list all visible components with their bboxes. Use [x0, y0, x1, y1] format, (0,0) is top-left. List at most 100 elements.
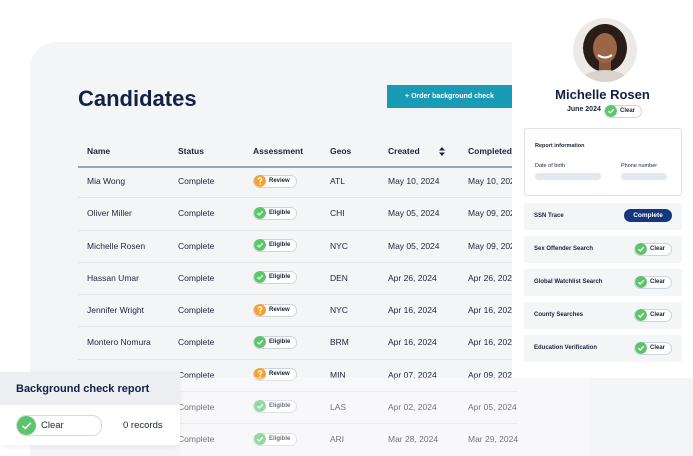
result-badge: Clear	[633, 243, 672, 256]
placeholder-bar	[535, 173, 601, 180]
check-name: Global Watchlist Search	[534, 279, 603, 285]
geo-cell: CHI	[330, 208, 345, 219]
result-badge: Clear	[633, 309, 672, 322]
geo-cell: BRM	[330, 337, 349, 348]
column-header: Assessment	[253, 146, 304, 156]
review-icon	[254, 368, 266, 381]
assessment-text: Eligible	[269, 403, 291, 410]
geo-cell: ARI	[330, 434, 345, 445]
assessment-text: Eligible	[269, 435, 291, 442]
check-row: Education Verification Clear	[524, 335, 682, 362]
assessment-text: Eligible	[269, 242, 291, 249]
completed-cell: Apr 16, 2024	[468, 337, 517, 348]
row-divider	[78, 358, 518, 360]
row-divider	[78, 390, 518, 392]
field-label: Phone number	[621, 163, 658, 169]
status-cell: Complete	[178, 369, 215, 380]
status-cell: Complete	[178, 305, 215, 316]
check-icon	[254, 432, 266, 445]
name-cell: Mia Wong	[87, 176, 126, 187]
status-cell: Complete	[178, 208, 215, 219]
row-divider	[78, 326, 518, 328]
completed-cell: Apr 16, 2024	[468, 305, 517, 316]
check-icon	[634, 243, 647, 255]
assessment-badge: Eligible	[253, 239, 298, 253]
check-icon	[634, 276, 647, 288]
assessment-text: Eligible	[269, 209, 291, 216]
geo-cell: DEN	[330, 272, 348, 283]
assessment-badge: Eligible	[253, 335, 298, 349]
row-divider	[78, 294, 518, 295]
check-name: County Searches	[534, 312, 584, 318]
column-header: Completed	[468, 146, 512, 156]
profile-name: Michelle Rosen	[555, 87, 650, 102]
check-icon	[17, 416, 36, 435]
profile-date: June 2024	[567, 106, 601, 113]
status-cell: Complete	[178, 401, 215, 412]
field-label: Date of birth	[535, 163, 565, 169]
assessment-text: Review	[269, 177, 290, 184]
check-icon	[254, 335, 266, 348]
name-cell: Michelle Rosen	[87, 240, 146, 251]
check-icon	[634, 342, 647, 354]
created-cell: Apr 16, 2024	[388, 305, 437, 316]
overlay-strip	[180, 377, 590, 456]
page-title: Candidates	[78, 86, 197, 111]
assessment-text: Eligible	[269, 274, 291, 281]
avatar	[573, 18, 637, 82]
assessment-text: Review	[269, 371, 290, 378]
name-cell: Oliver Miller	[87, 208, 132, 219]
created-cell: Apr 07, 2024	[388, 369, 437, 380]
column-header: Created	[388, 146, 420, 156]
created-cell: May 10, 2024	[388, 176, 440, 187]
created-cell: Apr 02, 2024	[388, 401, 437, 412]
result-text: Clear	[649, 279, 665, 285]
row-divider	[78, 423, 518, 424]
clear-pill: Clear	[16, 415, 102, 436]
created-cell: Mar 28, 2024	[388, 434, 439, 445]
clear-text: Clear	[41, 420, 64, 431]
status-cell: Complete	[178, 176, 215, 187]
status-cell: Complete	[178, 272, 215, 283]
created-cell: May 05, 2024	[388, 240, 440, 251]
assessment-text: Eligible	[269, 338, 291, 345]
completed-cell: May 09, 2024	[468, 240, 520, 251]
completed-cell: Mar 29, 2024	[468, 434, 519, 445]
result-badge: Clear	[633, 276, 672, 289]
row-divider	[78, 261, 518, 263]
check-icon	[254, 271, 266, 284]
header-divider	[78, 166, 518, 168]
result-badge: Clear	[633, 342, 672, 355]
check-name: SSN Trace	[534, 213, 564, 219]
result-button[interactable]: Complete	[624, 209, 672, 222]
created-cell: May 05, 2024	[388, 208, 440, 219]
review-icon	[254, 174, 266, 187]
check-icon	[634, 309, 647, 321]
review-icon	[254, 303, 266, 316]
records-count: 0 records	[123, 420, 163, 431]
check-row: Sex Offender Search Clear	[524, 236, 682, 263]
check-row: Global Watchlist Search Clear	[524, 269, 682, 296]
completed-cell: May 09, 2024	[468, 208, 520, 219]
completed-cell: Apr 09, 2024	[468, 369, 517, 380]
profile-panel: Michelle Rosen June 2024 Clear Report in…	[512, 0, 693, 378]
created-cell: Apr 16, 2024	[388, 337, 437, 348]
geo-cell: NYC	[330, 305, 348, 316]
order-button[interactable]: + Order background check	[387, 85, 512, 108]
status-cell: Complete	[178, 434, 215, 445]
check-icon	[254, 206, 266, 219]
assessment-badge: Eligible	[253, 206, 298, 220]
check-icon	[605, 105, 617, 117]
assessment-badge: Review	[253, 368, 297, 382]
check-row: SSN Trace Complete	[524, 203, 682, 230]
info-title: Report information	[535, 143, 585, 149]
profile-status: Clear	[604, 105, 643, 118]
assessment-badge: Review	[253, 303, 297, 317]
report-info: Report information Date of birth Phone n…	[524, 128, 682, 196]
geo-cell: LAS	[330, 401, 347, 412]
sort-icon[interactable]	[439, 147, 445, 156]
completed-cell: Apr 26, 2024	[468, 272, 517, 283]
result-text: Clear	[649, 312, 665, 318]
created-cell: Apr 26, 2024	[388, 272, 437, 283]
